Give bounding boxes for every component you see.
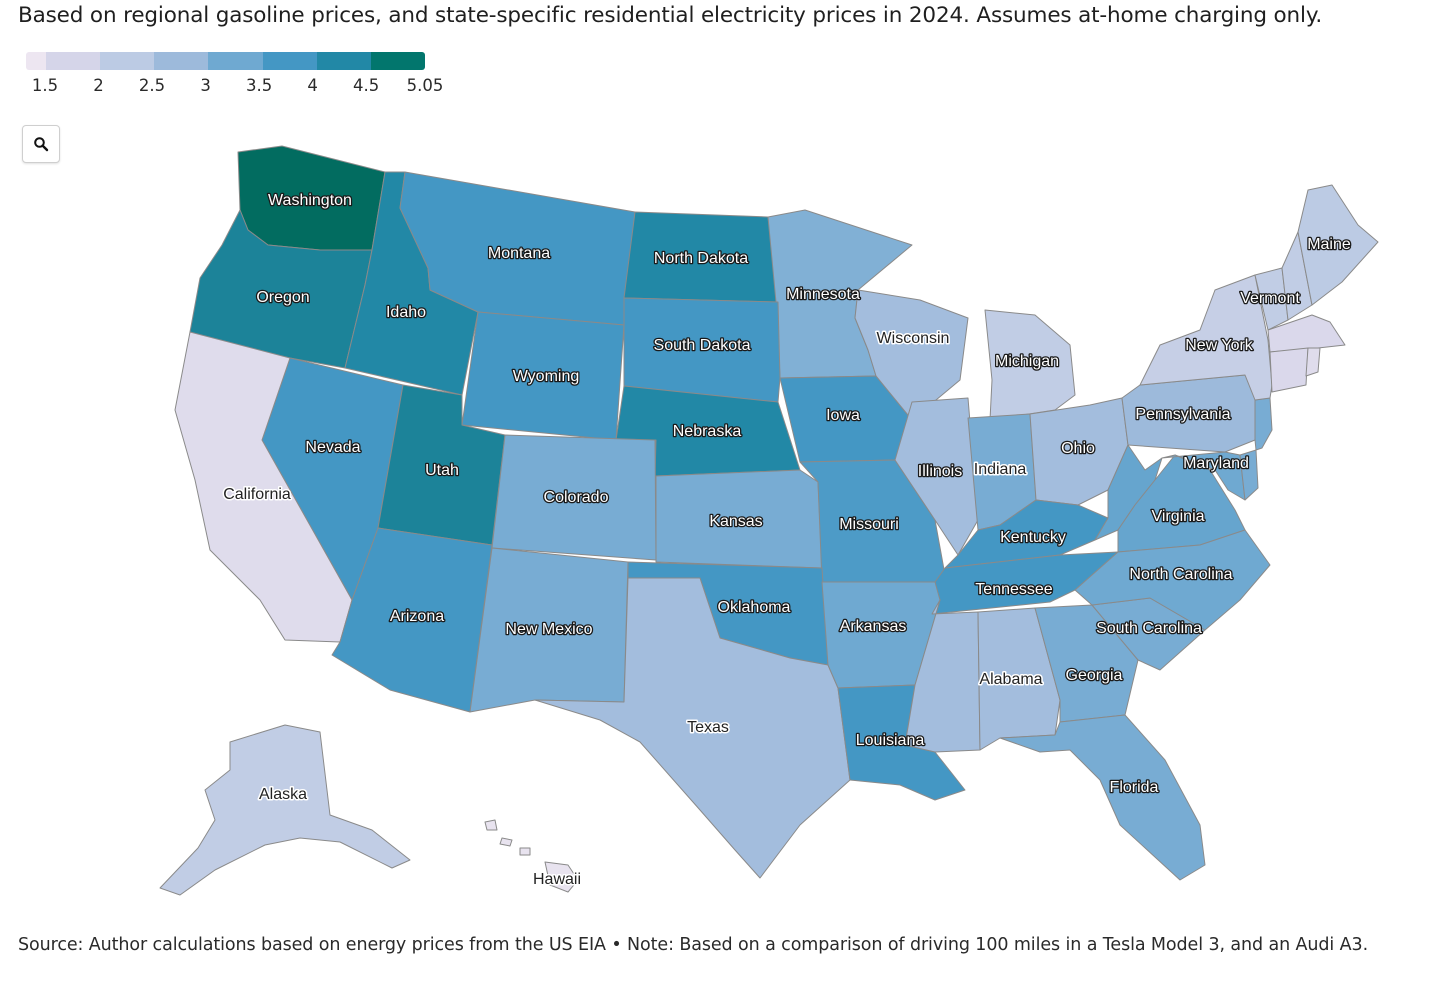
state-label-arizona: Arizona [390, 608, 444, 625]
state-label-california: California [223, 486, 291, 503]
state-label-north-dakota: North Dakota [654, 250, 748, 267]
legend-tick-label: 4 [307, 76, 318, 95]
state-label-utah: Utah [425, 462, 459, 479]
state-label-tennessee: Tennessee [975, 581, 1052, 598]
state-label-alaska: Alaska [259, 786, 307, 803]
state-label-new-mexico: New Mexico [505, 621, 592, 638]
state-florida[interactable] [999, 714, 1206, 881]
state-label-michigan: Michigan [995, 353, 1059, 370]
state-label-florida: Florida [1110, 779, 1159, 796]
state-label-kansas: Kansas [709, 513, 762, 530]
state-label-maryland: Maryland [1183, 455, 1249, 472]
state-label-pennsylvania: Pennsylvania [1135, 406, 1230, 423]
state-label-indiana: Indiana [974, 461, 1027, 478]
state-label-kentucky: Kentucky [1000, 529, 1066, 546]
state-label-oklahoma: Oklahoma [718, 599, 791, 616]
state-label-iowa: Iowa [826, 407, 860, 424]
state-label-nevada: Nevada [305, 439, 360, 456]
state-label-georgia: Georgia [1066, 667, 1123, 684]
state-north-carolina[interactable] [1074, 529, 1271, 631]
legend-swatch [208, 52, 263, 70]
legend-tick-label: 4.5 [353, 76, 380, 95]
state-michigan[interactable] [984, 309, 1076, 421]
state-label-wyoming: Wyoming [513, 368, 580, 385]
state-new-york[interactable] [1139, 274, 1273, 401]
color-legend: 1.5 2 2.5 3 3.5 4 4.5 5.05 [26, 52, 443, 102]
state-alaska[interactable] [159, 724, 411, 896]
states-layer [159, 145, 1379, 896]
state-label-hawaii: Hawaii [533, 871, 581, 888]
legend-swatch [154, 52, 209, 70]
state-label-south-carolina: South Carolina [1096, 620, 1202, 637]
state-south-dakota[interactable] [623, 297, 781, 403]
chart-subtitle: Based on regional gasoline prices, and s… [18, 3, 1323, 28]
state-label-minnesota: Minnesota [786, 286, 860, 303]
legend-tick-label: 2 [93, 76, 104, 95]
state-rhode-island[interactable] [1305, 347, 1321, 377]
state-label-arkansas: Arkansas [840, 618, 907, 635]
state-label-vermont: Vermont [1240, 290, 1300, 307]
state-texas[interactable] [534, 577, 851, 879]
state-labels-layer: Washington Oregon Idaho Montana North Dakota… [222, 191, 1352, 890]
legend-swatch [26, 52, 46, 70]
legend-tick-label: 5.05 [406, 76, 444, 95]
legend-tick-label: 3.5 [245, 76, 273, 95]
source-note: Source: Author calculations based on ene… [18, 935, 1369, 955]
state-label-missouri: Missouri [839, 516, 899, 533]
state-label-illinois: Illinois [918, 463, 962, 480]
state-maine[interactable] [1297, 184, 1379, 306]
zoom-button[interactable] [22, 125, 60, 163]
legend-swatch [316, 52, 371, 70]
legend-tick-label: 1.5 [31, 76, 59, 95]
state-label-virginia: Virginia [1151, 508, 1204, 525]
state-label-new-york: New York [1185, 337, 1254, 354]
state-label-washington: Washington [268, 192, 352, 209]
state-connecticut[interactable] [1269, 347, 1309, 393]
state-delaware[interactable] [1239, 449, 1259, 501]
legend-color-bar [26, 52, 425, 70]
state-label-louisiana: Louisiana [856, 732, 925, 749]
state-label-oregon: Oregon [256, 289, 309, 306]
state-california[interactable] [174, 331, 353, 643]
state-label-ohio: Ohio [1061, 440, 1095, 457]
search-icon [34, 137, 49, 152]
state-label-north-carolina: North Carolina [1129, 566, 1232, 583]
state-label-texas: Texas [687, 719, 729, 736]
state-hawaii[interactable] [484, 819, 579, 893]
state-new-jersey[interactable] [1254, 397, 1273, 451]
state-label-south-dakota: South Dakota [654, 337, 751, 354]
state-label-colorado: Colorado [544, 489, 609, 506]
state-label-maine: Maine [1307, 236, 1351, 253]
state-maryland[interactable] [1161, 451, 1246, 501]
state-label-montana: Montana [488, 245, 550, 262]
legend-swatch [46, 52, 101, 70]
legend-tick-label: 3 [200, 76, 211, 95]
state-label-alabama: Alabama [979, 671, 1042, 688]
legend-swatch [370, 52, 425, 70]
legend-swatch [100, 52, 155, 70]
state-label-wisconsin: Wisconsin [877, 330, 950, 347]
legend-swatch [262, 52, 317, 70]
legend-tick-label: 2.5 [138, 76, 166, 95]
state-label-nebraska: Nebraska [673, 423, 742, 440]
state-label-idaho: Idaho [386, 304, 426, 321]
